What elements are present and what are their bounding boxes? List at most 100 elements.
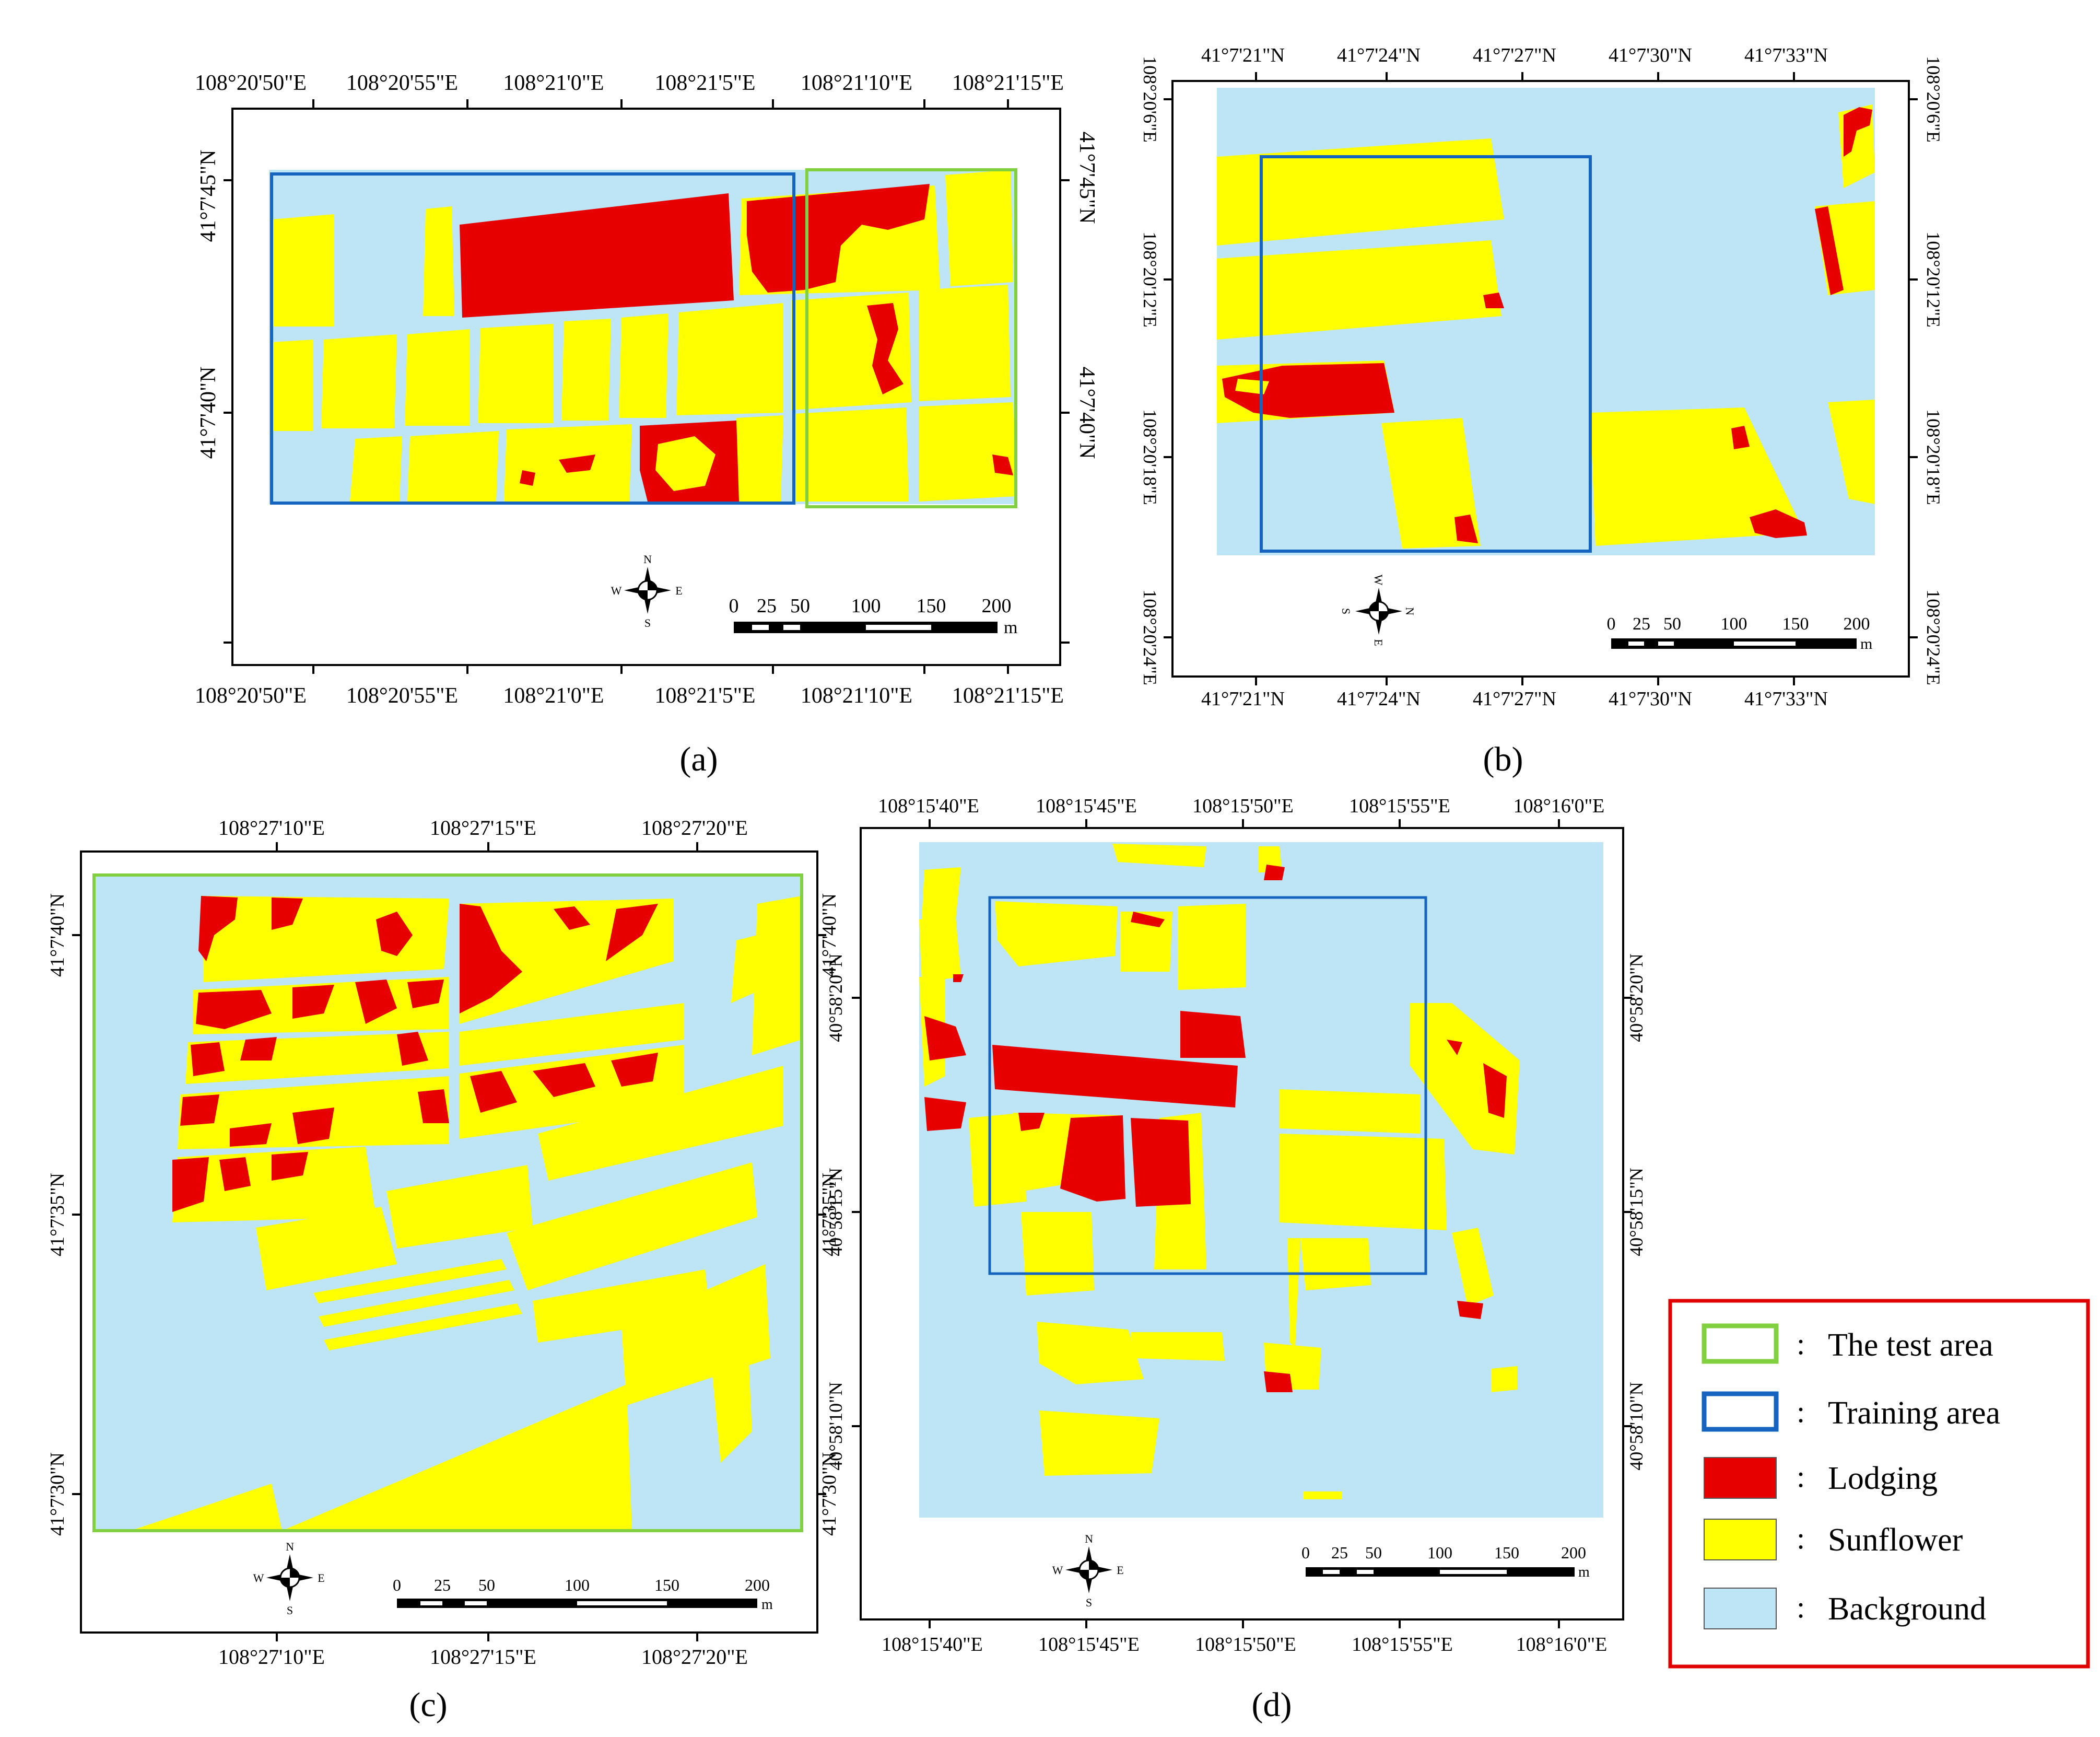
sunflower-field bbox=[1828, 400, 1875, 504]
lodging-patch bbox=[418, 1089, 449, 1123]
coord-label: 41°7'40"N bbox=[1075, 367, 1099, 459]
sunflower-field bbox=[1590, 407, 1804, 546]
coord-label: 41°7'21"N bbox=[1201, 44, 1285, 66]
coord-label: 108°15'45"E bbox=[1038, 1634, 1140, 1656]
sunflower-field bbox=[619, 313, 668, 418]
coord-label: 40°58'20"N bbox=[825, 953, 846, 1042]
coord-label: 41°7'45"N bbox=[196, 150, 220, 242]
panel-b-scalebar: 0 25 50 100 150 200 m bbox=[1607, 614, 1873, 652]
sunflower-field bbox=[272, 214, 334, 327]
panel-d-scalebar: 0 25 50 100 150 200 m bbox=[1301, 1543, 1590, 1580]
coord-label: 108°15'40"E bbox=[878, 795, 979, 817]
lodging-patch bbox=[1447, 1040, 1462, 1055]
panel-c-scalebar: 0 25 50 100 150 200 m bbox=[393, 1576, 773, 1613]
panel-d-right-labels: 40°58'20"N 40°58'15"N 40°58'10"N bbox=[1626, 953, 1647, 1471]
compass-w: W bbox=[611, 584, 622, 597]
test-area-outline bbox=[805, 168, 1017, 508]
lodging-swatch bbox=[1704, 1457, 1777, 1499]
lodging-patch bbox=[1131, 912, 1165, 927]
panel-d-top-labels: 108°15'40"E 108°15'45"E 108°15'50"E 108°… bbox=[878, 795, 1604, 817]
lodging-patch bbox=[867, 303, 904, 394]
coord-label: 41°7'27"N bbox=[1473, 688, 1556, 710]
coord-label: 108°16'0"E bbox=[1516, 1634, 1608, 1656]
lodging-patch bbox=[1483, 293, 1504, 308]
lodging-patch bbox=[1454, 515, 1478, 543]
sunflower-field bbox=[1300, 1238, 1371, 1290]
sunflower-field bbox=[282, 1384, 632, 1531]
panel-c: 108°27'10"E 108°27'15"E 108°27'20"E 108°… bbox=[46, 816, 840, 1724]
coord-label: 108°15'55"E bbox=[1349, 795, 1450, 817]
coord-label: 108°15'45"E bbox=[1036, 795, 1137, 817]
panel-c-right-labels: 41°7'40"N 41°7'35"N 41°7'30"N bbox=[818, 893, 840, 1536]
sunflower-field bbox=[405, 329, 470, 426]
lodging-patch bbox=[355, 980, 397, 1024]
coord-label: 108°21'0"E bbox=[503, 684, 604, 708]
coord-label: 41°7'27"N bbox=[1473, 44, 1556, 66]
panel-d-caption: (d) bbox=[1252, 1686, 1292, 1724]
panel-b-right-labels: 108°20'6"E 108°20'12"E 108°20'18"E 108°2… bbox=[1923, 56, 1944, 685]
scale-label: 150 bbox=[917, 595, 946, 617]
sunflower-field bbox=[324, 1303, 522, 1350]
panel-b-compass: N S E W bbox=[1340, 575, 1416, 646]
lodging-patch bbox=[180, 1094, 219, 1126]
scale-label: 150 bbox=[654, 1576, 679, 1594]
compass-e: E bbox=[1372, 639, 1385, 646]
coord-label: 108°15'50"E bbox=[1192, 795, 1294, 817]
sunflower-field bbox=[1037, 1322, 1144, 1384]
lodging-patch bbox=[924, 1016, 966, 1060]
sunflower-field bbox=[131, 1484, 282, 1531]
sunflower-field bbox=[969, 1113, 1026, 1207]
compass-n: N bbox=[286, 1540, 294, 1553]
coord-label: 108°21'5"E bbox=[654, 71, 755, 95]
coord-label: 108°20'24"E bbox=[1140, 589, 1160, 685]
legend-label: Lodging bbox=[1828, 1461, 1938, 1496]
sunflower-field bbox=[794, 407, 909, 502]
panel-c-ticks bbox=[72, 842, 826, 1641]
lodging-field bbox=[1222, 363, 1394, 418]
scale-label: 0 bbox=[1301, 1543, 1310, 1562]
sunflower-field bbox=[313, 1259, 507, 1303]
legend-item-test-area: : The test area bbox=[1702, 1323, 1993, 1364]
coord-label: 108°27'10"E bbox=[218, 816, 325, 840]
sunflower-field bbox=[1452, 1228, 1494, 1306]
panel-c-top-labels: 108°27'10"E 108°27'15"E 108°27'20"E bbox=[218, 816, 748, 840]
coord-label: 41°7'30"N bbox=[818, 1452, 840, 1536]
legend-label: Background bbox=[1828, 1591, 1986, 1627]
panel-b-bottom-labels: 41°7'21"N 41°7'24"N 41°7'27"N 41°7'30"N … bbox=[1201, 688, 1828, 710]
coord-label: 108°20'55"E bbox=[346, 684, 458, 708]
legend-separator: : bbox=[1797, 1521, 1805, 1555]
lodging-patch bbox=[554, 906, 590, 930]
sunflower-field bbox=[945, 170, 1013, 286]
lodging-patch bbox=[1731, 426, 1750, 449]
sunflower-field bbox=[256, 1207, 397, 1290]
scale-label: 25 bbox=[1331, 1543, 1348, 1562]
lodging-patch bbox=[1815, 206, 1844, 295]
scale-label: 50 bbox=[1663, 614, 1681, 634]
coord-label: 108°20'18"E bbox=[1923, 409, 1944, 505]
compass-s: S bbox=[287, 1604, 293, 1617]
scale-label: 50 bbox=[478, 1576, 495, 1594]
sunflower-field bbox=[1021, 1212, 1094, 1296]
legend-label: The test area bbox=[1828, 1327, 1993, 1363]
panel-d: 108°15'40"E 108°15'45"E 108°15'50"E 108°… bbox=[825, 795, 1647, 1724]
training-area-swatch bbox=[1702, 1391, 1779, 1432]
coord-label: 108°20'18"E bbox=[1140, 409, 1160, 505]
coord-label: 108°15'50"E bbox=[1195, 1634, 1296, 1656]
coord-label: 108°20'24"E bbox=[1923, 589, 1944, 685]
coord-label: 108°21'0"E bbox=[503, 71, 604, 95]
legend-separator: : bbox=[1797, 1590, 1805, 1624]
panel-b: 41°7'21"N 41°7'24"N 41°7'27"N 41°7'30"N … bbox=[1140, 44, 1944, 778]
sunflower-field bbox=[710, 1316, 752, 1463]
panel-c-map bbox=[92, 873, 803, 1532]
coord-label: 40°58'10"N bbox=[1626, 1382, 1647, 1471]
compass-s: S bbox=[1086, 1596, 1092, 1609]
scale-label: 100 bbox=[1427, 1543, 1452, 1562]
sunflower-field bbox=[538, 1066, 783, 1181]
lodging-patch bbox=[1264, 1371, 1293, 1392]
lodging-patch bbox=[992, 454, 1013, 475]
coord-label: 41°7'30"N bbox=[1609, 688, 1692, 710]
legend-item-sunflower: : Sunflower bbox=[1704, 1519, 1963, 1560]
coord-label: 41°7'30"N bbox=[46, 1452, 68, 1536]
scale-label: 25 bbox=[1633, 614, 1650, 634]
sunflower-field bbox=[919, 402, 1016, 502]
